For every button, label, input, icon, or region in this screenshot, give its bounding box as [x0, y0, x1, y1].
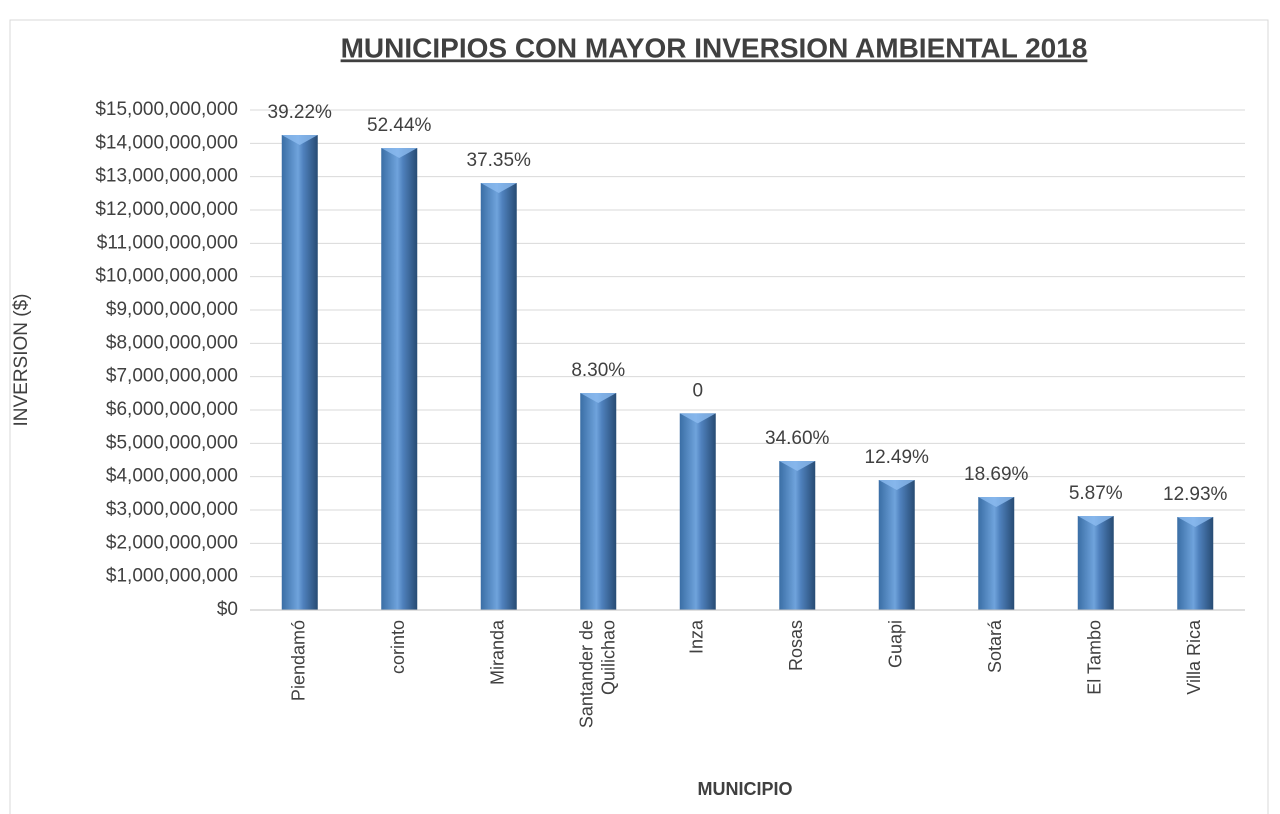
data-label: 12.49% [865, 447, 930, 468]
bar [679, 413, 716, 610]
bar-cap [679, 413, 716, 424]
bar [580, 393, 617, 610]
chart-title: MUNICIPIOS CON MAYOR INVERSION AMBIENTAL… [341, 32, 1088, 63]
x-tick-label: Guapi [886, 620, 906, 668]
x-tick-label: Sotará [985, 619, 1005, 673]
y-axis-label: INVERSION ($) [11, 293, 32, 426]
y-tick-label: $0 [217, 599, 238, 620]
x-tick-label: corinto [388, 620, 408, 674]
y-tick-label: $12,000,000,000 [95, 199, 238, 220]
data-label: 8.30% [571, 360, 625, 381]
data-label: 37.35% [467, 150, 532, 171]
y-tick-label: $15,000,000,000 [95, 99, 238, 120]
x-tick-label: Santander de Quilichao [576, 620, 618, 728]
y-tick-label: $5,000,000,000 [106, 432, 238, 453]
x-tick-label: Villa Rica [1184, 619, 1204, 695]
bar-cap [580, 393, 617, 403]
x-tick-label: Rosas [786, 620, 806, 671]
x-tick-label: Inza [687, 619, 707, 654]
data-label: 52.44% [367, 115, 432, 136]
bar-cap [1077, 516, 1114, 526]
y-tick-label: $8,000,000,000 [106, 332, 238, 353]
x-tick-label: Miranda [488, 619, 508, 685]
x-tick-label: El Tambo [1085, 620, 1105, 695]
x-tick-label: Piendamó [289, 620, 309, 701]
y-tick-label: $6,000,000,000 [106, 399, 238, 420]
y-tick-label: $7,000,000,000 [106, 366, 238, 387]
data-label: 39.22% [268, 102, 333, 123]
bar [480, 183, 517, 610]
bar [1177, 517, 1214, 610]
y-tick-label: $1,000,000,000 [106, 566, 238, 587]
data-label: 0 [692, 380, 703, 401]
bar-cap [480, 183, 517, 193]
bar-cap [1177, 517, 1214, 527]
data-label: 18.69% [964, 464, 1029, 485]
y-tick-label: $4,000,000,000 [106, 466, 238, 487]
bar [878, 480, 915, 610]
y-tick-label: $2,000,000,000 [106, 532, 238, 553]
bar-cap [381, 148, 418, 158]
y-tick-label: $9,000,000,000 [106, 299, 238, 320]
bar [978, 497, 1015, 610]
bar [779, 461, 816, 610]
y-tick-label: $10,000,000,000 [95, 266, 238, 287]
bar-cap [281, 135, 318, 145]
data-label: 5.87% [1069, 483, 1123, 504]
bar [281, 135, 318, 610]
y-tick-label: $14,000,000,000 [95, 132, 238, 153]
y-tick-label: $3,000,000,000 [106, 499, 238, 520]
bar-cap [878, 480, 915, 490]
y-tick-label: $13,000,000,000 [95, 166, 238, 187]
bar-cap [779, 461, 816, 471]
bar-cap [978, 497, 1015, 507]
bar [1077, 516, 1114, 610]
data-label: 12.93% [1163, 484, 1228, 505]
x-axis-label: MUNICIPIO [697, 779, 792, 799]
bar [381, 148, 418, 610]
chart-frame [9, 19, 1269, 814]
y-tick-label: $11,000,000,000 [97, 232, 238, 253]
data-label: 34.60% [765, 428, 830, 449]
